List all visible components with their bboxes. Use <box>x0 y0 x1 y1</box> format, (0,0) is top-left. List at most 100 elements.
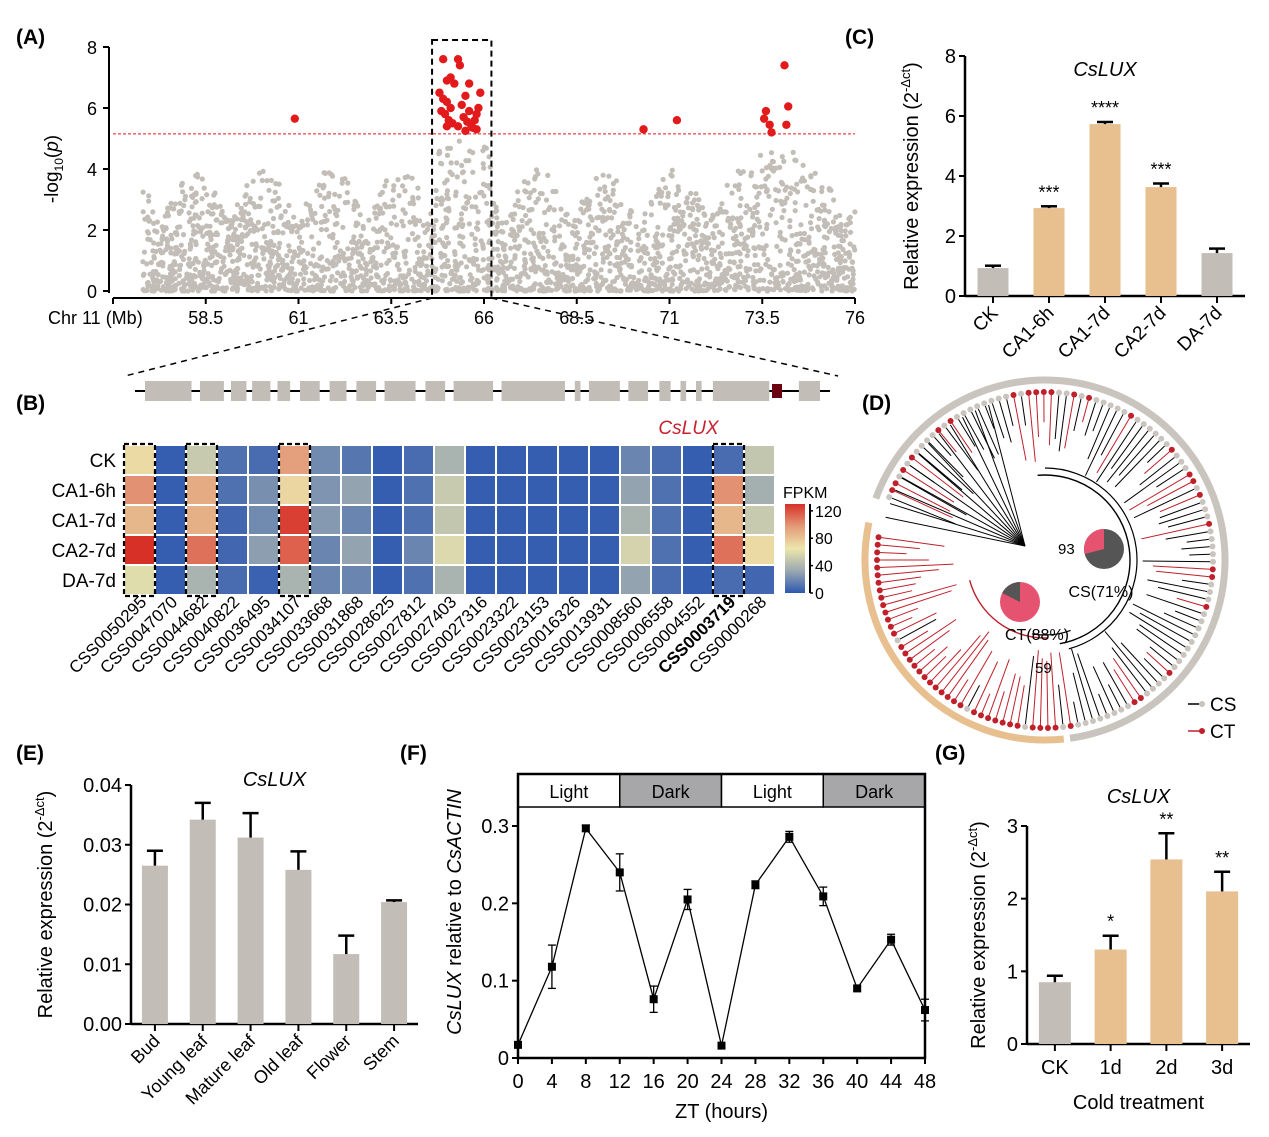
tree-branch <box>973 661 999 713</box>
tree-branch <box>974 410 1026 547</box>
significant-snp-point <box>450 79 459 88</box>
cslux-gene-label: CsLUX <box>658 418 720 439</box>
ct-clade-ring <box>861 521 1065 744</box>
tree-branch <box>962 416 1026 547</box>
tree-branch <box>1139 624 1184 656</box>
y-axis-title: Relative expression (2-Δct) <box>32 791 57 1019</box>
tree-branch <box>895 489 1026 547</box>
significance-marker: * <box>1107 912 1114 932</box>
x-tick-label: 71 <box>659 308 679 328</box>
gene-box <box>356 381 377 401</box>
bar <box>1150 859 1183 1044</box>
heatmap-cell <box>218 536 247 564</box>
data-point <box>717 1041 726 1050</box>
bar <box>1206 891 1239 1044</box>
cold-treatment-bar-chart: 0 1 2 3 CK * 1d ** 2d ** 3d CsLUX Relative expressio… <box>965 786 1250 1114</box>
x-tick-label: 36 <box>812 1071 834 1093</box>
bar <box>1038 982 1071 1044</box>
gene-box <box>574 381 581 401</box>
heatmap-cell <box>590 446 619 474</box>
tree-tips <box>874 389 1216 731</box>
tree-tip <box>1168 446 1175 453</box>
tree-tip <box>1071 391 1078 398</box>
tree-branch <box>1073 395 1083 432</box>
chart-title: CsLUX <box>1107 786 1171 808</box>
heatmap-cell <box>404 566 433 594</box>
tree-tip <box>1131 699 1138 706</box>
tree-branch <box>877 569 939 576</box>
tree-tip <box>1097 715 1104 722</box>
tree-branch <box>1058 652 1072 727</box>
tree-tip <box>911 662 918 669</box>
tree-branch <box>932 434 952 457</box>
tree-branch <box>929 649 962 683</box>
x-tick-label: 3d <box>1211 1057 1233 1079</box>
tree-tip <box>977 712 984 719</box>
tree-branch <box>878 576 922 584</box>
colorbar-tick-label: 0 <box>815 586 824 603</box>
tree-tip <box>960 410 967 417</box>
tree-tip <box>1176 658 1183 665</box>
tree-branch <box>966 685 980 710</box>
y-tick-label: 0.04 <box>83 775 122 797</box>
x-tick-label: 16 <box>643 1071 665 1093</box>
significant-snp-point <box>780 61 789 70</box>
tree-branch <box>1073 701 1079 725</box>
tree-tip <box>924 437 931 444</box>
tree-branch <box>980 693 991 716</box>
x-tick-label: 66 <box>474 308 494 328</box>
y-tick-label: 3 <box>1007 816 1018 838</box>
tree-tip <box>918 442 925 449</box>
tree-tip <box>1140 421 1147 428</box>
tree-tip <box>921 674 928 681</box>
tree-branch <box>1107 684 1122 710</box>
tree-tip <box>913 448 920 455</box>
heatmap-cell <box>683 506 712 534</box>
heatmap-cell <box>280 446 309 474</box>
x-tick-label: 1d <box>1100 1057 1122 1079</box>
gene-box <box>588 381 620 401</box>
tree-tip <box>1063 390 1070 397</box>
legend-cs-label: CS <box>1210 695 1236 716</box>
significant-snp-point <box>461 126 470 136</box>
heatmap-cell <box>125 566 154 594</box>
tree-branch <box>1129 611 1189 649</box>
tree-tip <box>1007 721 1014 728</box>
heatmap-cell <box>373 536 402 564</box>
gene-box <box>501 381 565 401</box>
zoom-connector-left <box>124 297 433 377</box>
heatmap-cell <box>404 476 433 504</box>
x-tick-label: 58.5 <box>188 308 223 328</box>
photoperiod-dark-box <box>822 773 926 808</box>
bootstrap-label: 59 <box>1035 660 1052 677</box>
bar <box>141 865 168 1024</box>
y-tick-label: 6 <box>87 99 97 119</box>
heatmap-cell <box>218 506 247 534</box>
heatmap-cell <box>745 536 774 564</box>
tree-tip <box>935 427 942 434</box>
significance-marker: ** <box>1215 848 1229 868</box>
tree-tip <box>1082 720 1089 727</box>
heatmap-row-label: CA1-6h <box>52 481 116 502</box>
heatmap-cell <box>683 446 712 474</box>
tree-branch <box>1111 647 1148 694</box>
tree-tip <box>1060 724 1067 731</box>
tree-branch <box>1039 658 1043 728</box>
x-tick-label: 68.5 <box>559 308 594 328</box>
tree-branch <box>983 403 995 429</box>
tree-branch <box>937 429 957 453</box>
heatmap-cell <box>714 566 743 594</box>
tree-tip <box>1100 399 1107 406</box>
tree-tip <box>1208 581 1215 588</box>
tree-branch <box>921 445 974 495</box>
ct-backbone <box>968 580 1048 639</box>
tree-branch <box>1120 642 1160 685</box>
chart-title: CsLUX <box>1073 59 1137 81</box>
tree-tip <box>896 473 903 480</box>
significant-snp-point <box>672 116 682 125</box>
panel-label-c: (C) <box>845 26 874 49</box>
heatmap-cell <box>466 476 495 504</box>
data-point <box>887 935 896 944</box>
gene-box <box>176 381 192 401</box>
x-tick-label: 8 <box>580 1071 591 1093</box>
